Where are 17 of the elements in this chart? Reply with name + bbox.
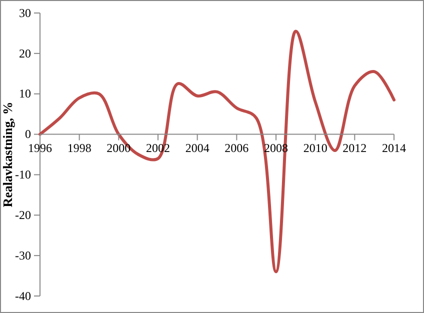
x-tick-label: 2000: [106, 140, 131, 155]
y-tick-label: -30: [15, 248, 31, 262]
y-tick-label: -10: [15, 168, 31, 182]
y-axis-title: Realavkastning, %: [0, 102, 15, 208]
x-tick-label: 2010: [303, 140, 328, 155]
x-tick-label: 2006: [224, 140, 249, 155]
x-tick-label: 2004: [185, 140, 210, 155]
y-tick-label: 20: [19, 46, 31, 60]
x-tick-label: 2012: [342, 140, 367, 155]
y-tick-label: -40: [15, 288, 31, 303]
x-tick-label: 1998: [67, 140, 92, 155]
y-tick-label: 30: [19, 6, 31, 20]
x-tick-label: 2014: [382, 140, 406, 155]
x-tick-label: 1996: [28, 140, 52, 155]
y-tick-label: -20: [15, 208, 31, 222]
y-tick-label: 0: [25, 127, 31, 142]
y-tick-label: 10: [19, 86, 31, 101]
